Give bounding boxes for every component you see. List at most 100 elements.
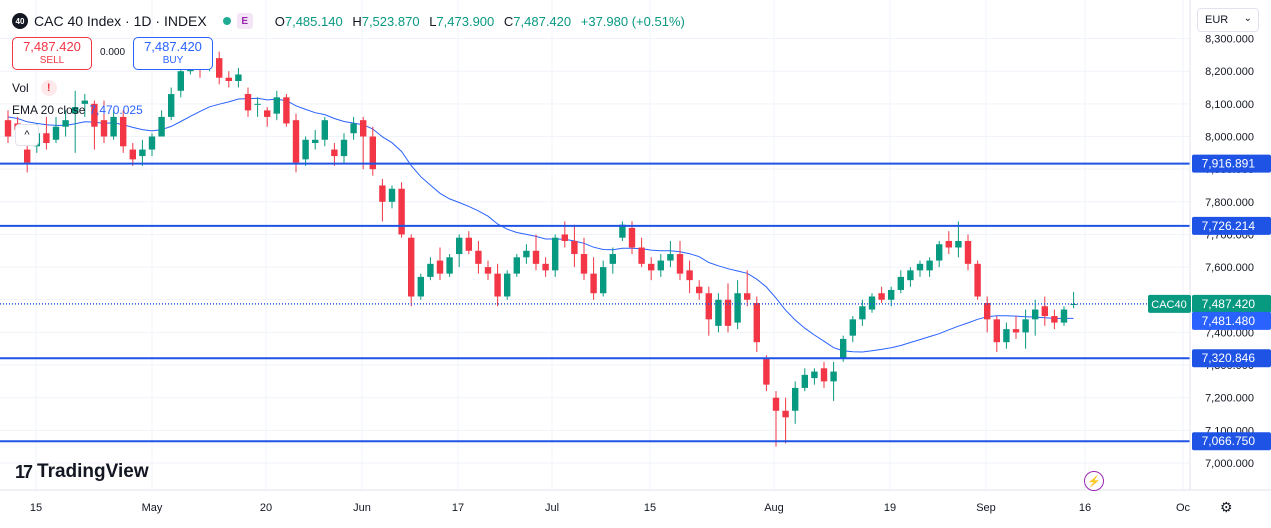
candle-body — [100, 120, 108, 137]
candle — [878, 286, 885, 304]
candle-body — [667, 254, 674, 261]
candle-body — [619, 224, 626, 238]
candle-body — [1003, 329, 1010, 343]
sell-button[interactable]: 7,487.420 SELL — [12, 37, 92, 70]
candle — [110, 110, 117, 140]
candle-body — [571, 240, 578, 255]
candle — [532, 234, 540, 271]
current-price-label: 7,487.420 — [1192, 294, 1271, 313]
candle — [686, 260, 693, 294]
y-tick-label: 7,000.000 — [1205, 458, 1254, 470]
candle — [868, 293, 876, 313]
horizontal-level-label-text: 7,320.846 — [1202, 351, 1256, 365]
candle — [408, 234, 415, 307]
candle-body — [168, 94, 175, 117]
candle-body — [340, 139, 348, 157]
bolt-icon[interactable]: ⚡ — [1084, 471, 1104, 491]
collapse-legend-button[interactable]: ^ — [15, 124, 39, 146]
ema-20-line — [7, 97, 1074, 353]
candle-body — [984, 303, 991, 320]
candle-body — [590, 273, 597, 294]
candle — [1041, 296, 1048, 326]
candle-body — [331, 149, 338, 157]
candle-body — [321, 120, 328, 140]
price-axis[interactable]: 8,300.0008,200.0008,100.0008,000.0007,90… — [1205, 34, 1254, 470]
candle-body — [686, 270, 693, 281]
candle-body — [734, 293, 741, 323]
candle-body — [936, 244, 943, 261]
candle-body — [715, 299, 722, 326]
candle-body — [964, 240, 972, 264]
candle — [62, 110, 69, 137]
ema-label: EMA 20 close — [12, 103, 86, 117]
candle — [676, 240, 684, 281]
candle-body — [484, 267, 492, 274]
candle — [580, 237, 588, 281]
candle — [360, 116, 367, 170]
candle-body — [475, 250, 482, 264]
candle — [984, 296, 991, 333]
warning-icon[interactable]: ! — [40, 80, 57, 96]
time-axis[interactable]: 15 May 20 Jun 17 Jul 15 Aug 19 Sep 16 Oc — [30, 502, 1191, 514]
candle — [715, 293, 722, 333]
candle-body — [72, 107, 79, 114]
chart-header: 40 CAC 40 Index · 1D · INDEX E O7,485.14… — [12, 11, 685, 31]
candle-body — [878, 293, 885, 300]
candle — [609, 247, 616, 274]
x-tick-label: 19 — [884, 502, 896, 514]
candle-body — [532, 250, 540, 264]
symbol-title[interactable]: CAC 40 Index · 1D · INDEX — [34, 13, 207, 29]
candle — [388, 185, 396, 209]
exchange-badge[interactable]: E — [236, 13, 253, 29]
candle — [273, 90, 280, 121]
tradingview-logo[interactable]: 17 TradingView — [15, 461, 149, 483]
spread-value: 0.000 — [100, 47, 126, 58]
candle-body — [120, 116, 127, 147]
candle — [763, 355, 770, 392]
candle — [782, 397, 789, 444]
current-price-label-bg — [1192, 294, 1271, 313]
candle-body — [52, 126, 60, 140]
candle-body — [552, 237, 559, 271]
volume-indicator-legend[interactable]: Vol ! — [12, 80, 57, 96]
ema-value: 7,470.025 — [89, 103, 143, 117]
grid-lines — [0, 0, 1190, 490]
candle — [926, 257, 933, 277]
symbol-price-tag-bg — [1148, 294, 1191, 313]
candle — [734, 280, 741, 330]
candle-body — [907, 270, 914, 281]
candle-body — [216, 58, 223, 78]
candle-body — [1032, 309, 1039, 320]
candle — [340, 133, 348, 163]
candle-body — [763, 358, 770, 385]
candle-body — [792, 387, 799, 411]
candle — [696, 280, 703, 300]
horizontal-level-label-bg — [1192, 349, 1271, 368]
candle — [398, 182, 405, 238]
candle — [283, 94, 290, 127]
x-tick-label: Aug — [764, 502, 784, 514]
candle-body — [62, 120, 69, 127]
horizontal-level-label: 7,726.214 — [1192, 216, 1271, 235]
y-tick-label: 7,400.000 — [1205, 327, 1254, 339]
ohlc-close: 7,487.420 — [513, 13, 572, 29]
candle-body — [609, 254, 616, 264]
candle-body — [811, 371, 818, 379]
x-tick-label: Jul — [545, 502, 559, 514]
candle-body — [705, 293, 712, 320]
candle-body — [379, 185, 386, 202]
buy-button[interactable]: 7,487.420 BUY — [133, 37, 213, 70]
candle — [475, 240, 482, 274]
sell-price: 7,487.420 — [23, 38, 81, 54]
currency-selector[interactable]: EUR ⌄ — [1197, 8, 1259, 32]
candle-body — [369, 136, 376, 170]
candle-body — [648, 263, 655, 271]
candle — [1012, 316, 1020, 339]
x-tick-label: 16 — [1079, 502, 1091, 514]
chevron-up-icon: ^ — [24, 129, 30, 141]
candle-body — [513, 257, 520, 274]
gear-icon[interactable]: ⚙ — [1220, 499, 1233, 515]
ema-indicator-legend[interactable]: EMA 20 close 7,470.025 — [12, 103, 143, 117]
horizontal-level-label-bg — [1192, 432, 1271, 451]
